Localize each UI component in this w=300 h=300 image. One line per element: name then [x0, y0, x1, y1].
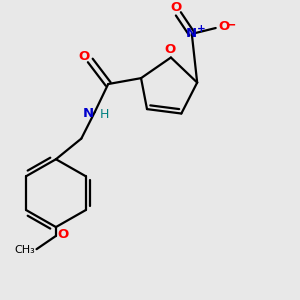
Text: −: − — [226, 19, 236, 32]
Text: N: N — [82, 107, 94, 120]
Text: O: O — [57, 228, 68, 241]
Text: O: O — [165, 43, 176, 56]
Text: O: O — [78, 50, 89, 62]
Text: N: N — [186, 27, 197, 40]
Text: CH₃: CH₃ — [14, 245, 35, 255]
Text: O: O — [170, 2, 182, 14]
Text: H: H — [100, 108, 109, 121]
Text: +: + — [196, 24, 205, 34]
Text: O: O — [219, 20, 230, 33]
